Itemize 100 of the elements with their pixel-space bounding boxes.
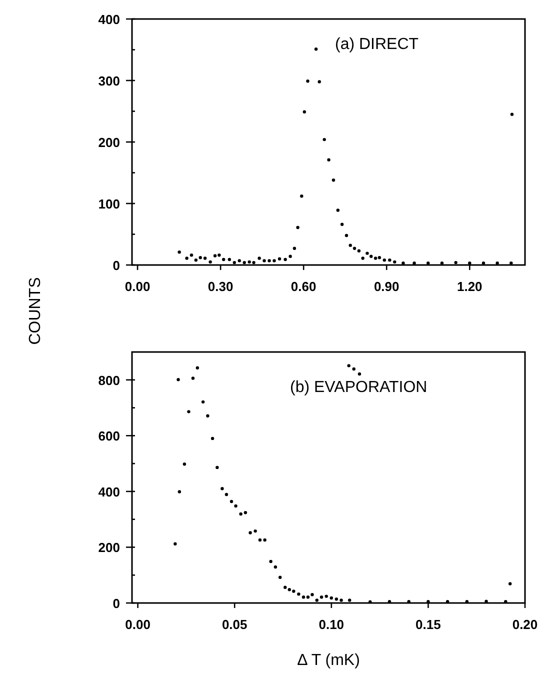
point [269,560,272,564]
point [284,258,287,262]
point [378,256,382,260]
annotation: (a) DIRECT [335,36,419,53]
y-tick-label: 100 [98,196,120,212]
point [340,222,344,226]
y-tick-label: 400 [98,12,120,27]
point [315,598,318,602]
point [296,226,300,230]
point [187,410,190,414]
point [201,400,205,404]
point [222,258,226,262]
point [412,262,416,265]
point [244,511,248,514]
point [426,262,430,265]
point [334,597,338,601]
point [278,576,282,579]
point [258,256,261,260]
x-tick-label: 1.20 [456,279,482,294]
y-tick-label: 800 [98,372,120,388]
point [344,234,348,238]
point [196,366,200,370]
x-tick-label: 0.15 [416,617,441,632]
point [340,598,343,602]
point [370,254,373,258]
point [440,262,444,265]
y-tick-label: 600 [98,428,120,444]
x-tick-label: 0.00 [124,279,150,294]
point [510,262,513,265]
point [252,260,256,264]
point [228,258,232,262]
point [358,372,362,376]
point [288,254,292,258]
y-tick-label: 300 [98,74,120,88]
point [176,378,180,382]
point [348,598,352,602]
point [336,208,340,212]
point [388,258,392,262]
x-tick-label: 0.05 [222,617,248,632]
point [374,256,378,260]
point [274,565,278,569]
x-tick-label: 0.60 [290,279,316,294]
point [203,256,207,260]
point [198,256,202,260]
point [402,262,405,265]
point [361,256,364,260]
point [348,244,352,247]
x-tick-label: 0.30 [208,279,234,294]
point [352,367,356,371]
point [174,542,177,546]
point [302,596,306,599]
point [352,246,356,250]
point [288,588,291,592]
point [238,259,241,262]
y-tick-label: 200 [98,540,120,556]
point [213,254,217,258]
point [468,262,472,265]
point [322,138,326,142]
point [484,600,488,603]
x-tick-label: 0.10 [318,617,344,632]
point [220,487,224,490]
point [216,466,219,470]
point [248,531,252,534]
point [178,490,182,494]
x-tick-label: 0.90 [374,279,400,294]
point [454,260,458,264]
point [347,364,350,368]
point [254,529,257,533]
point [263,538,266,542]
point [357,249,361,252]
point [508,582,512,586]
point [185,256,188,260]
point [232,260,236,264]
point [300,194,304,198]
y-axis-title: COUNTS [27,277,44,345]
point [327,158,330,162]
point [262,259,266,262]
point [206,414,210,418]
point [248,260,251,264]
point [292,590,296,593]
point [306,596,310,599]
point [366,252,369,255]
point [332,178,336,182]
point [393,260,396,264]
point [330,596,334,600]
point [510,112,514,116]
point [182,462,186,466]
point [382,258,386,262]
x-tick-label: 0.20 [512,617,538,632]
point [178,250,181,254]
point [278,257,282,260]
y-tick-label: 400 [98,484,120,500]
point [230,500,234,504]
point [190,254,194,257]
point [239,512,242,516]
x-axis-title: Δ T (mK) [297,652,360,669]
point [234,504,238,508]
point [482,262,486,265]
point [324,594,328,598]
point [318,80,321,84]
